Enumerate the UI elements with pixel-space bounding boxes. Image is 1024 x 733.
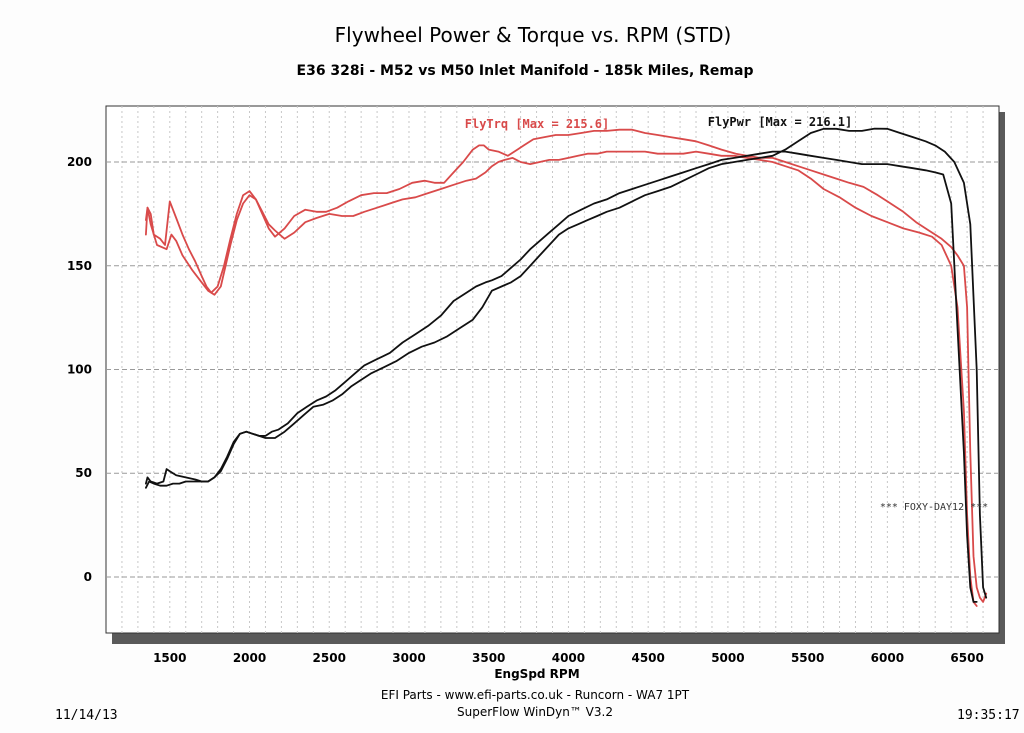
- series-line-2: [144, 150, 978, 607]
- x-tick-label: 5500: [791, 651, 824, 665]
- y-tick-label: 50: [75, 466, 92, 480]
- legend-torque: FlyTrq [Max = 215.6]: [465, 117, 610, 131]
- y-tick-label: 100: [67, 363, 92, 377]
- plot-area: [105, 105, 1000, 634]
- chart-annotation: *** FOXY-DAY12 ***: [880, 502, 988, 513]
- axis-ticks: 0 50 100 150 200 1500 2000 2500 3000 3500 4000 4500…: [67, 155, 984, 665]
- x-tick-label: 1500: [153, 651, 186, 665]
- footer-date: 11/14/13: [55, 708, 118, 723]
- chart-subtitle: E36 328i - M52 vs M50 Inlet Manifold - 1…: [297, 63, 754, 79]
- x-tick-label: 6000: [871, 651, 904, 665]
- series-line-1: [144, 128, 988, 603]
- series-line-4: [144, 127, 988, 599]
- x-tick-label: 2500: [313, 651, 346, 665]
- x-tick-label: 4500: [631, 651, 664, 665]
- x-tick-label: 3500: [472, 651, 505, 665]
- footer-line-1: EFI Parts - www.efi-parts.co.uk - Runcor…: [381, 688, 690, 702]
- x-tick-label: 3000: [392, 651, 425, 665]
- y-tick-label: 150: [67, 259, 92, 273]
- x-tick-label: 5000: [711, 651, 744, 665]
- footer-line-2: SuperFlow WinDyn™ V3.2: [457, 705, 613, 719]
- y-tick-label: 200: [67, 155, 92, 169]
- x-axis-label: EngSpd RPM: [494, 667, 579, 681]
- x-tick-label: 2000: [233, 651, 266, 665]
- x-tick-label: 4000: [552, 651, 585, 665]
- legend-power: FlyPwr [Max = 216.1]: [708, 115, 853, 129]
- series-lines: [144, 127, 988, 607]
- footer-time: 19:35:17: [957, 708, 1020, 723]
- y-tick-label: 0: [84, 570, 92, 584]
- chart-title: Flywheel Power & Torque vs. RPM (STD): [335, 23, 732, 47]
- x-tick-label: 6500: [950, 651, 983, 665]
